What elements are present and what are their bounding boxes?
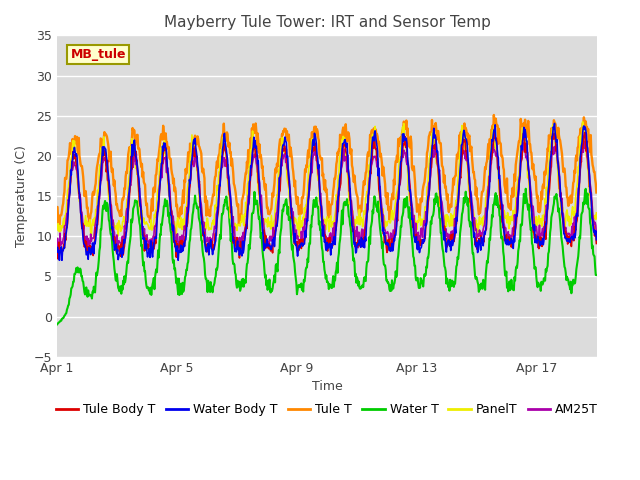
- Water Body T: [180, 243, 188, 249]
- Tule T: [250, 128, 258, 134]
- Title: Mayberry Tule Tower: IRT and Sensor Temp: Mayberry Tule Tower: IRT and Sensor Temp: [164, 15, 490, 30]
- Tule T: [279, 132, 287, 138]
- PanelT: [72, 161, 80, 167]
- Water Body T: [279, 144, 287, 149]
- PanelT: [279, 135, 287, 141]
- Line: Tule T: Tule T: [57, 115, 596, 230]
- AM25T: [55, 251, 63, 257]
- PanelT: [250, 136, 258, 142]
- AM25T: [490, 141, 497, 147]
- PanelT: [172, 240, 180, 246]
- PanelT: [180, 219, 188, 225]
- Water T: [72, 265, 80, 271]
- Water T: [53, 322, 61, 327]
- Water Body T: [56, 257, 63, 263]
- Line: Water Body T: Water Body T: [57, 123, 596, 260]
- Water T: [593, 272, 600, 278]
- AM25T: [581, 138, 589, 144]
- Line: PanelT: PanelT: [57, 122, 596, 243]
- Tule T: [73, 134, 81, 140]
- Water Body T: [53, 249, 61, 255]
- Water T: [489, 214, 497, 220]
- AM25T: [73, 167, 81, 172]
- Water Body T: [550, 120, 558, 126]
- Y-axis label: Temperature (C): Temperature (C): [15, 145, 28, 247]
- Water Body T: [250, 134, 258, 140]
- Water T: [359, 282, 367, 288]
- PanelT: [579, 119, 586, 125]
- Tule Body T: [593, 240, 600, 246]
- Water Body T: [73, 153, 81, 158]
- AM25T: [360, 230, 367, 236]
- Tule Body T: [360, 235, 367, 241]
- Water T: [278, 214, 286, 219]
- X-axis label: Time: Time: [312, 380, 342, 393]
- Tule T: [360, 184, 367, 190]
- Water T: [250, 210, 257, 216]
- Tule T: [53, 204, 61, 210]
- PanelT: [53, 228, 61, 233]
- PanelT: [360, 221, 367, 227]
- Water T: [522, 186, 529, 192]
- Tule T: [490, 130, 497, 135]
- Water T: [180, 287, 188, 293]
- Line: AM25T: AM25T: [57, 141, 596, 254]
- Legend: Tule Body T, Water Body T, Tule T, Water T, PanelT, AM25T: Tule Body T, Water Body T, Tule T, Water…: [51, 398, 603, 421]
- PanelT: [593, 210, 600, 216]
- Tule T: [593, 190, 600, 195]
- AM25T: [53, 241, 61, 247]
- Tule Body T: [491, 129, 499, 135]
- Water Body T: [593, 237, 600, 242]
- Tule T: [490, 112, 498, 118]
- Tule Body T: [490, 141, 497, 147]
- Line: Tule Body T: Tule Body T: [57, 132, 596, 259]
- AM25T: [279, 156, 287, 162]
- AM25T: [593, 231, 600, 237]
- AM25T: [250, 154, 258, 159]
- Text: MB_tule: MB_tule: [70, 48, 126, 61]
- Tule Body T: [180, 243, 188, 249]
- Tule Body T: [250, 146, 258, 152]
- Tule T: [180, 177, 188, 183]
- Line: Water T: Water T: [57, 189, 596, 324]
- Tule Body T: [279, 146, 287, 152]
- PanelT: [490, 131, 497, 136]
- AM25T: [180, 223, 188, 229]
- Water Body T: [360, 244, 367, 250]
- Tule T: [56, 227, 63, 233]
- Tule Body T: [53, 251, 61, 256]
- Tule Body T: [54, 256, 62, 262]
- Water Body T: [490, 132, 497, 138]
- Tule Body T: [73, 163, 81, 169]
